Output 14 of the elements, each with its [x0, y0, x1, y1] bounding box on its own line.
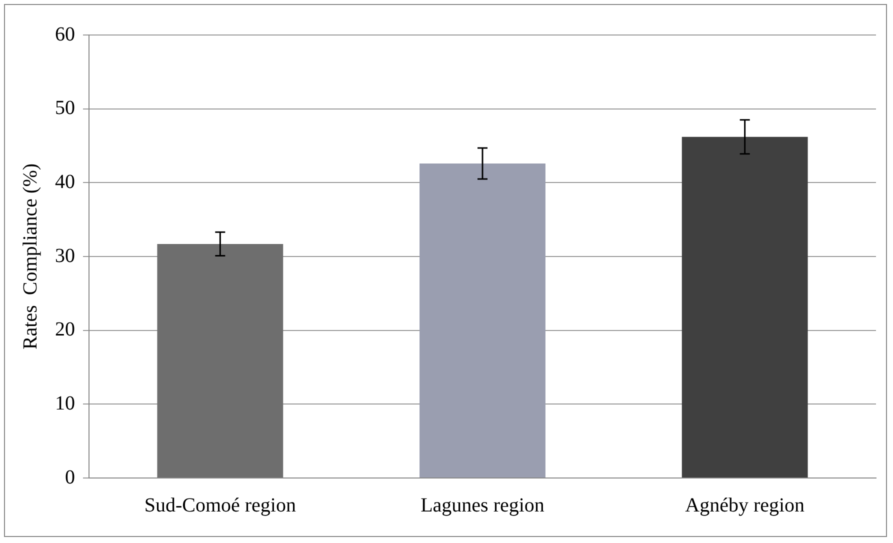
bar	[157, 244, 284, 478]
y-tick-label: 50	[55, 97, 75, 120]
y-tick-label: 40	[55, 170, 75, 193]
bar	[420, 163, 546, 478]
y-axis-title: Rates Compliance (%)	[19, 163, 42, 350]
y-tick-label: 30	[55, 244, 75, 267]
y-tick-label: 20	[55, 318, 75, 341]
x-tick-label: Lagunes region	[420, 494, 544, 516]
x-tick-label: Agnéby region	[685, 494, 805, 516]
y-tick-label: 10	[55, 392, 75, 414]
bar	[682, 136, 808, 478]
y-tick-label: 0	[65, 466, 75, 488]
x-tick-label: Sud-Comoé region	[144, 494, 296, 516]
y-tick-label: 60	[55, 23, 75, 46]
